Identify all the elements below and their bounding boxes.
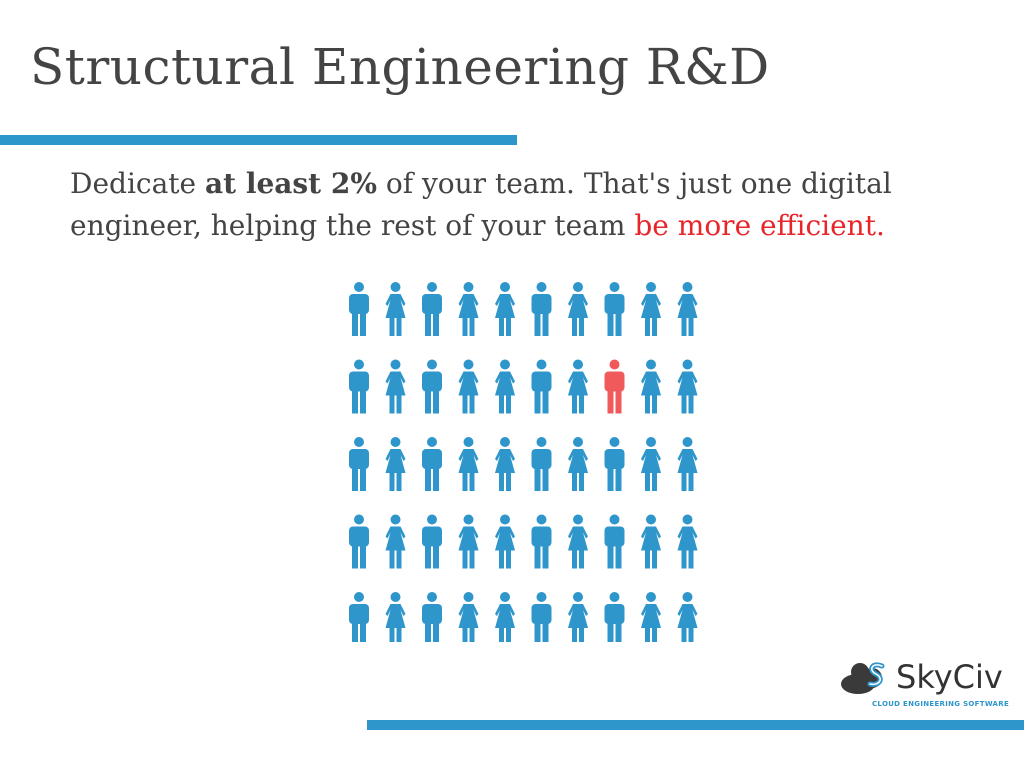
body-text-part2: of your team. That's just one digital en…: [70, 167, 892, 242]
person-woman-icon: [677, 514, 698, 569]
accent-bar-bottom: [367, 720, 1024, 730]
person-man-icon: [604, 282, 625, 336]
person-man-icon: [349, 592, 369, 642]
person-man-icon: [349, 514, 369, 569]
body-text: Dedicate at least 2% of your team. That'…: [70, 163, 990, 247]
person-woman-icon: [495, 359, 515, 414]
body-text-bold: at least 2%: [205, 167, 377, 200]
person-man-icon: [349, 359, 369, 414]
person-woman-icon: [458, 514, 479, 569]
person-man-icon: [422, 359, 442, 414]
body-text-part1: Dedicate: [70, 167, 205, 200]
person-man-icon: [422, 592, 442, 642]
person-man-icon: [422, 514, 442, 569]
person-woman-icon: [568, 359, 588, 414]
skyciv-logo: SkyCiv CLOUD ENGINEERING SOFTWARE: [838, 656, 1010, 712]
person-woman-icon: [641, 592, 661, 642]
person-woman-icon: [677, 592, 698, 642]
person-man-icon: [604, 592, 625, 642]
body-text-highlight: be more efficient.: [634, 209, 885, 242]
person-woman-icon: [495, 592, 515, 642]
person-woman-icon: [677, 282, 698, 336]
person-woman-icon: [385, 592, 406, 642]
person-man-icon: [531, 282, 552, 336]
person-woman-icon: [495, 437, 515, 491]
person-woman-icon: [641, 437, 661, 491]
person-woman-icon: [568, 282, 588, 336]
person-man-icon: [349, 437, 369, 491]
person-woman-icon: [458, 359, 479, 414]
accent-bar-top: [0, 135, 517, 145]
person-woman-icon: [568, 437, 588, 491]
person-man-icon: [422, 282, 442, 336]
person-woman-icon: [495, 282, 515, 336]
person-woman-icon: [677, 437, 698, 491]
person-woman-icon: [677, 359, 698, 414]
person-man-icon: [422, 437, 442, 491]
person-woman-icon: [641, 514, 661, 569]
person-man-icon: [531, 437, 552, 491]
person-woman-icon: [568, 592, 588, 642]
person-woman-icon: [385, 282, 406, 336]
person-woman-icon: [568, 514, 588, 569]
slide-title: Structural Engineering R&D: [30, 38, 770, 96]
person-woman-icon: [385, 514, 406, 569]
person-man-icon: [531, 514, 552, 569]
person-woman-icon: [385, 437, 406, 491]
person-woman-icon: [458, 592, 479, 642]
person-man-icon: [604, 514, 625, 569]
logo-tagline: CLOUD ENGINEERING SOFTWARE: [872, 700, 1010, 708]
person-woman-icon: [458, 437, 479, 491]
person-man-icon: [349, 282, 369, 336]
person-woman-icon: [385, 359, 406, 414]
person-woman-icon: [458, 282, 479, 336]
person-man-icon: [604, 437, 625, 491]
person-woman-icon: [641, 359, 661, 414]
cloud-s-icon: [841, 662, 885, 694]
person-woman-icon: [495, 514, 515, 569]
person-man-icon: [531, 592, 552, 642]
person-icon-highlighted: [604, 359, 625, 414]
people-grid: [349, 282, 698, 642]
person-woman-icon: [641, 282, 661, 336]
logo-name: SkyCiv: [896, 658, 1003, 696]
person-man-icon: [531, 359, 552, 414]
